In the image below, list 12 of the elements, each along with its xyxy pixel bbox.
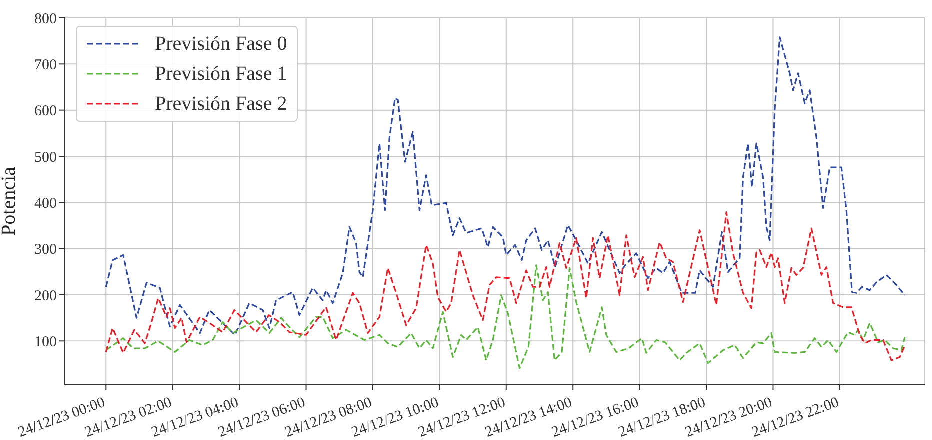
y-tick-label: 200	[34, 288, 57, 304]
legend-label: Previsión Fase 0	[155, 32, 288, 56]
legend-label: Previsión Fase 2	[155, 92, 288, 116]
y-tick-label: 300	[34, 242, 57, 258]
y-tick-label: 500	[34, 150, 57, 166]
legend-label: Previsión Fase 1	[155, 62, 288, 86]
y-tick-label: 800	[34, 11, 57, 28]
y-axis-title: Potencia	[0, 166, 20, 236]
y-tick-label: 600	[34, 104, 57, 120]
y-tick-label: 400	[34, 196, 57, 212]
y-tick-label: 100	[34, 334, 57, 350]
y-tick-label: 700	[34, 57, 57, 74]
